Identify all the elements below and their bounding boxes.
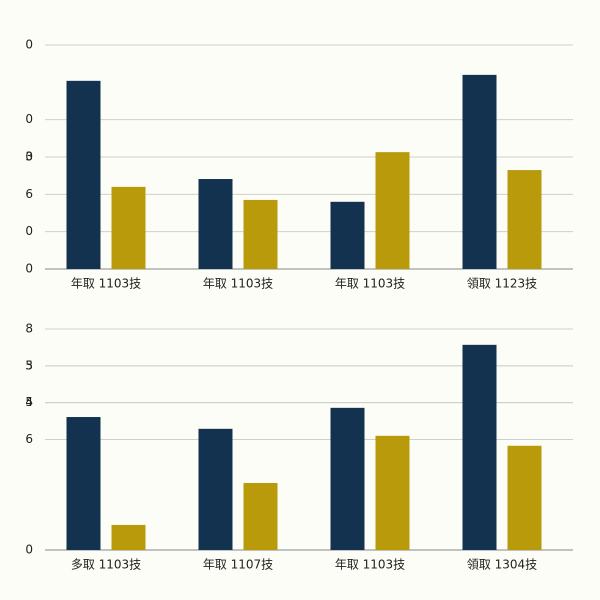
- bar: [198, 428, 233, 550]
- bar: [243, 199, 278, 269]
- bar: [243, 482, 278, 550]
- x-tick-label: 年取 1103技: [203, 277, 273, 291]
- x-tick-label: 領取 1304技: [467, 557, 537, 572]
- bar: [66, 417, 101, 550]
- y-tick-label: 8: [25, 322, 33, 336]
- bar: [111, 524, 146, 550]
- y-tick-label: 5: [25, 358, 33, 372]
- bar: [330, 201, 365, 269]
- bar: [66, 80, 101, 269]
- y-tick-label: 4: [25, 395, 33, 409]
- bar: [375, 152, 410, 269]
- y-tick-label: 0: [25, 112, 33, 126]
- x-tick-label: 年取 1103技: [71, 277, 141, 291]
- y-tick-label: 6: [25, 187, 33, 201]
- bar: [507, 170, 542, 269]
- bar: [330, 407, 365, 550]
- bar: [375, 435, 410, 550]
- bar: [111, 186, 146, 269]
- x-tick-label: 年取 1107技: [203, 558, 273, 572]
- x-tick-label: 年取 1103技: [335, 277, 405, 291]
- x-tick-label: 多取 1103技: [71, 558, 141, 572]
- bar: [507, 445, 542, 550]
- y-tick-label: 0: [25, 150, 33, 164]
- y-tick-label: 0: [25, 262, 33, 276]
- bar: [198, 179, 233, 269]
- bar: [462, 344, 497, 550]
- y-tick-label: 3: [25, 358, 33, 372]
- y-tick-label: 3: [25, 150, 33, 164]
- y-tick-label: 0: [25, 543, 33, 557]
- y-tick-label: 5: [25, 395, 33, 409]
- y-tick-label: 6: [25, 432, 33, 446]
- y-tick-label: 0: [25, 38, 33, 52]
- x-tick-label: 年取 1103技: [335, 558, 405, 572]
- x-tick-label: 領取 1123技: [467, 276, 537, 291]
- y-tick-label: 0: [25, 224, 33, 238]
- bar: [462, 74, 497, 269]
